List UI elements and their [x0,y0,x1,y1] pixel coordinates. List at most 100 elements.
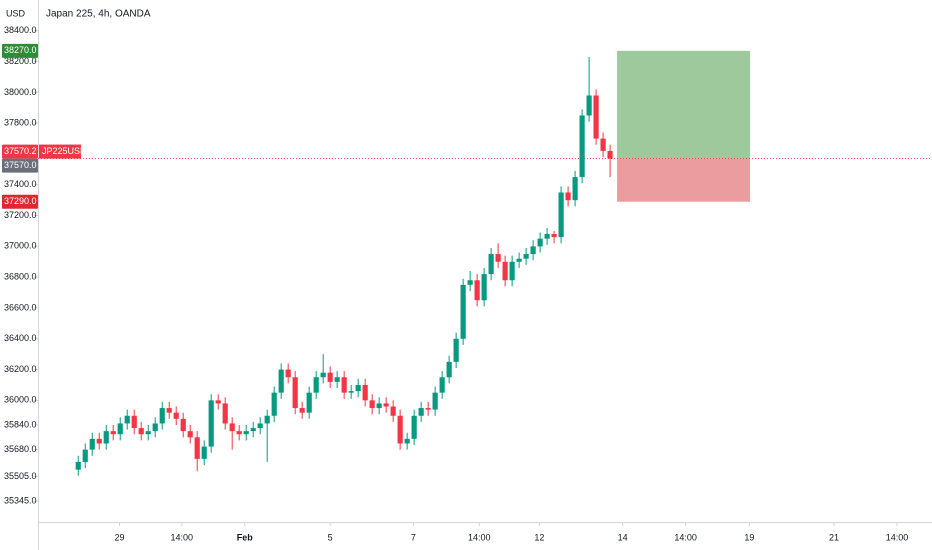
x-tick-label: 21 [829,532,839,542]
candle-body [467,280,473,285]
candle-body [558,192,564,238]
candle-body [509,261,515,281]
y-tick-label: 36000.0 [4,395,37,405]
y-tick-label: 36400.0 [4,333,37,343]
candle-body [215,400,221,404]
candle-body [320,372,326,378]
candle-body [334,377,340,382]
candle-body [537,238,543,247]
y-tick-label: 36200.0 [4,364,37,374]
candle-body [264,415,270,424]
candle-body [117,423,123,435]
candle-body [243,431,249,435]
candle-body [187,431,193,438]
y-tick-label: 37000.0 [4,241,37,251]
symbol-badge-label: JP225USD [42,146,87,156]
y-tick-label: 37800.0 [4,118,37,128]
candle-body [523,254,529,259]
candle-body [502,261,508,281]
candle-body [166,408,172,413]
candle-body [173,412,179,419]
candle-body [208,400,214,447]
candle-body [152,423,158,432]
candle-body [145,431,151,435]
y-tick-label: 35345.0 [4,496,37,506]
x-tick-label: 14:00 [468,532,491,542]
y-tick-label: 36600.0 [4,302,37,312]
candle-body [453,338,459,362]
candle-body [474,280,480,301]
candle-body [530,246,536,255]
y-tick-label: 37200.0 [4,210,37,220]
candle-body [390,406,396,416]
candle-body [572,177,578,201]
candle-body [516,258,522,262]
chart-title: Japan 225, 4h, OANDA [46,9,151,20]
candle-body [495,254,501,262]
candle-body [292,377,298,409]
x-tick-label: 19 [744,532,754,542]
x-tick-label: 14:00 [674,532,697,542]
candle-body [103,431,109,444]
candle-body [278,369,284,393]
candle-body [229,423,235,432]
candle-body [327,372,333,382]
y-tick-label: 38000.0 [4,87,37,97]
candle-body [411,415,417,439]
candle-body [600,138,606,151]
candle-body [579,115,585,178]
y-tick-label: 37400.0 [4,179,37,189]
candle-body [306,392,312,413]
x-tick-label: 5 [328,532,333,542]
candle-body [544,234,550,239]
price-badge-label: 38270.0 [4,45,37,55]
y-tick-label: 36800.0 [4,272,37,282]
candle-body [89,438,95,450]
candle-body [418,408,424,416]
y-tick-label: 38200.0 [4,56,37,66]
y-tick-label: 35505.0 [4,471,37,481]
candle-body [593,95,599,139]
candle-body [194,437,200,459]
candle-body [222,403,228,424]
candle-body [110,431,116,435]
candle-body [96,438,102,444]
price-badge [2,194,38,209]
candle-body [481,274,487,301]
candle-body [271,392,277,416]
price-badge-label: 37290.0 [4,196,37,206]
price-badge-label: 37570.2 [4,146,37,156]
candle-body [250,428,256,432]
candle-body [131,415,137,429]
candle-body [383,403,389,407]
currency-label: USD [6,8,26,18]
candle-body [82,449,88,462]
candle-body [299,408,305,413]
candle-body [159,408,165,424]
candle-body [257,423,263,429]
candle-body [75,461,81,470]
y-tick-label: 35840.0 [4,419,37,429]
price-badge-label: 37570.0 [4,160,37,170]
candle-body [369,400,375,409]
y-tick-label: 38400.0 [4,25,37,35]
candle-body [355,384,361,392]
x-tick-label: 12 [534,532,544,542]
loss-zone [617,158,751,202]
candle-body [362,384,368,401]
price-badge [2,43,38,58]
candle-body [236,431,242,435]
candle-body [348,391,354,393]
candle-body [124,415,130,424]
x-tick-label: 14 [618,532,628,542]
candle-body [313,377,319,393]
symbol-badge [39,144,81,159]
candle-body [285,369,291,378]
candle-body [201,446,207,459]
candle-body [586,95,592,116]
candle-body [432,392,438,410]
price-badge [2,158,38,173]
candle-body [565,192,571,201]
